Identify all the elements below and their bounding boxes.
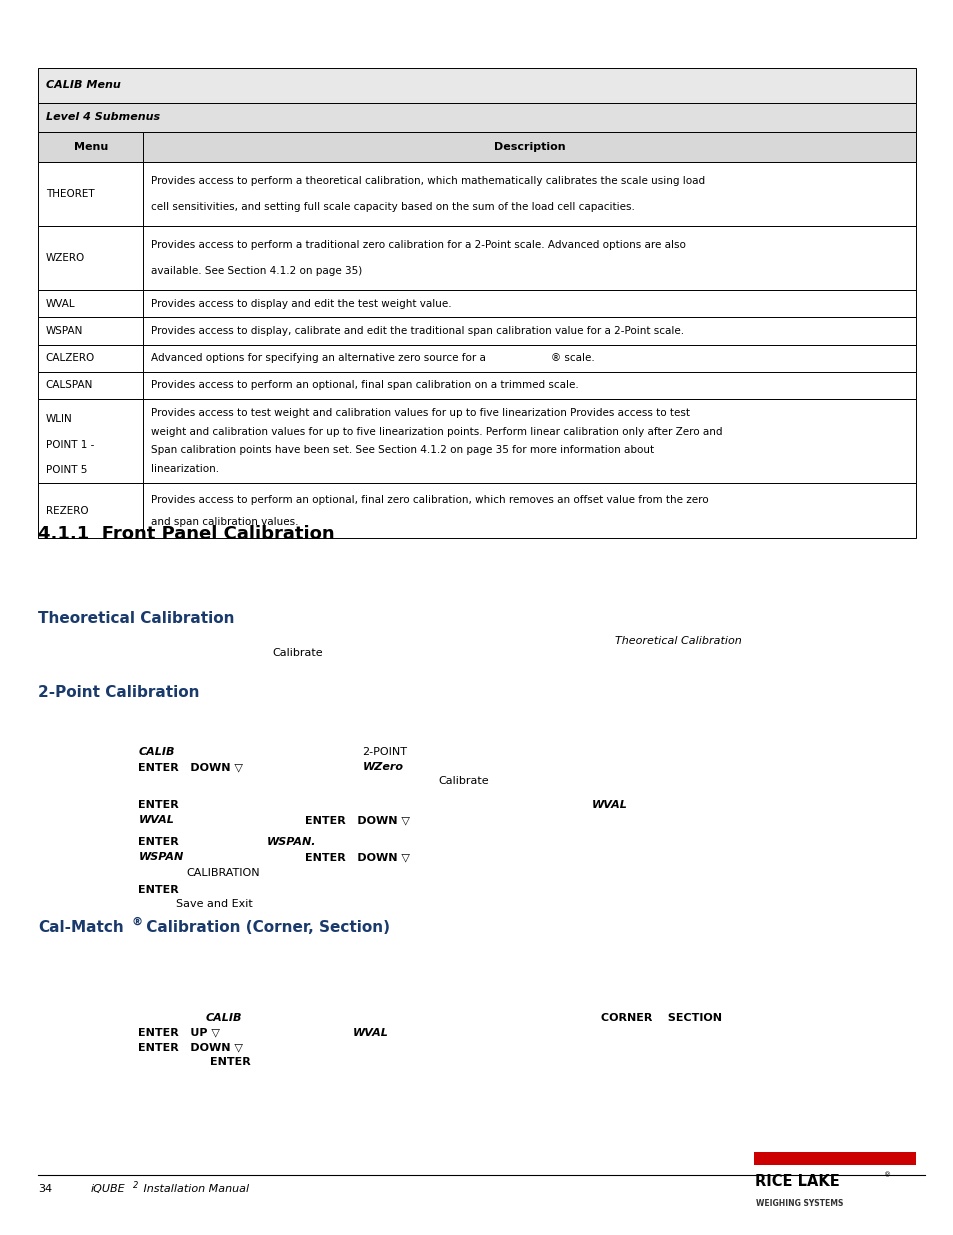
Text: Provides access to perform a traditional zero calibration for a 2-Point scale. A: Provides access to perform a traditional… — [151, 241, 685, 251]
Text: 2: 2 — [132, 1181, 138, 1189]
Text: POINT 1 -: POINT 1 - — [46, 440, 94, 450]
Text: Advanced options for specifying an alternative zero source for a                : Advanced options for specifying an alter… — [151, 353, 595, 363]
Bar — [38, 483, 143, 538]
Text: Description: Description — [494, 142, 565, 152]
Bar — [38, 290, 143, 317]
Text: CALIB: CALIB — [138, 747, 174, 757]
Text: ENTER: ENTER — [138, 837, 179, 847]
Text: 34: 34 — [38, 1184, 52, 1194]
Bar — [38, 132, 915, 162]
Bar — [38, 103, 915, 132]
Text: 2-POINT: 2-POINT — [362, 747, 407, 757]
Text: 4.1.1  Front Panel Calibration: 4.1.1 Front Panel Calibration — [38, 525, 335, 543]
Text: THEORET: THEORET — [46, 189, 94, 199]
Text: Calibrate: Calibrate — [438, 776, 489, 785]
Text: Installation Manual: Installation Manual — [140, 1184, 249, 1194]
Text: ENTER   UP ▽: ENTER UP ▽ — [138, 1028, 220, 1037]
Text: Span calibration points have been set. See Section 4.1.2 on page 35 for more inf: Span calibration points have been set. S… — [151, 446, 654, 456]
Text: POINT 5: POINT 5 — [46, 466, 87, 475]
Text: CALSPAN: CALSPAN — [46, 380, 93, 390]
Text: ®: ® — [883, 1172, 890, 1178]
Text: Cal-Match: Cal-Match — [38, 920, 124, 935]
Text: CALIBRATION: CALIBRATION — [186, 868, 259, 878]
Bar — [38, 68, 915, 103]
Bar — [143, 226, 915, 290]
Text: iQUBE: iQUBE — [91, 1184, 125, 1194]
Text: CORNER    SECTION: CORNER SECTION — [600, 1013, 721, 1023]
Text: Provides access to test weight and calibration values for up to five linearizati: Provides access to test weight and calib… — [151, 408, 689, 417]
Text: WLIN: WLIN — [46, 414, 72, 425]
Bar — [143, 345, 915, 372]
Bar — [38, 317, 143, 345]
Text: ENTER: ENTER — [138, 885, 179, 895]
Text: REZERO: REZERO — [46, 505, 89, 516]
Text: linearization.: linearization. — [151, 464, 219, 474]
Bar — [143, 372, 915, 399]
Bar — [38, 162, 143, 226]
Text: ENTER   DOWN ▽: ENTER DOWN ▽ — [305, 815, 410, 825]
Text: ENTER: ENTER — [210, 1057, 251, 1067]
Bar — [143, 399, 915, 483]
Text: Provides access to perform an optional, final span calibration on a trimmed scal: Provides access to perform an optional, … — [151, 380, 578, 390]
Text: ENTER   DOWN ▽: ENTER DOWN ▽ — [138, 1042, 243, 1052]
Text: Provides access to display and edit the test weight value.: Provides access to display and edit the … — [151, 299, 452, 309]
Text: WVAL: WVAL — [46, 299, 75, 309]
Text: WSPAN: WSPAN — [138, 852, 183, 862]
Text: Menu: Menu — [73, 142, 108, 152]
Text: ENTER   DOWN ▽: ENTER DOWN ▽ — [305, 852, 410, 862]
Bar — [143, 317, 915, 345]
Bar — [38, 132, 143, 162]
Text: Provides access to perform an optional, final zero calibration, which removes an: Provides access to perform an optional, … — [151, 494, 708, 505]
Text: WZero: WZero — [362, 762, 403, 772]
Text: weight and calibration values for up to five linearization points. Perform linea: weight and calibration values for up to … — [151, 426, 721, 436]
Text: Theoretical Calibration: Theoretical Calibration — [615, 636, 741, 646]
Text: CALIB Menu: CALIB Menu — [46, 80, 120, 90]
Text: 2-Point Calibration: 2-Point Calibration — [38, 685, 199, 700]
Bar — [38, 226, 143, 290]
Text: ®: ® — [132, 916, 143, 926]
Bar — [38, 372, 143, 399]
Text: WVAL: WVAL — [138, 815, 174, 825]
Text: WEIGHING SYSTEMS: WEIGHING SYSTEMS — [755, 1199, 842, 1208]
Text: ENTER   DOWN ▽: ENTER DOWN ▽ — [138, 762, 243, 772]
Text: WZERO: WZERO — [46, 253, 85, 263]
Text: Provides access to display, calibrate and edit the traditional span calibration : Provides access to display, calibrate an… — [151, 326, 683, 336]
Bar — [38, 345, 143, 372]
Text: and span calibration values.: and span calibration values. — [151, 516, 298, 527]
Text: WVAL: WVAL — [591, 800, 627, 810]
Text: Calibrate: Calibrate — [272, 648, 322, 658]
Text: available. See Section 4.1.2 on page 35): available. See Section 4.1.2 on page 35) — [151, 266, 362, 275]
Text: WSPAN.: WSPAN. — [267, 837, 316, 847]
Bar — [753, 1152, 915, 1165]
Bar — [38, 399, 143, 483]
Bar — [143, 162, 915, 226]
Text: ENTER: ENTER — [138, 800, 179, 810]
Bar — [143, 483, 915, 538]
Text: Theoretical Calibration: Theoretical Calibration — [38, 611, 234, 626]
Text: Level 4 Submenus: Level 4 Submenus — [46, 112, 160, 122]
Text: Calibration (Corner, Section): Calibration (Corner, Section) — [141, 920, 390, 935]
Text: Provides access to perform a theoretical calibration, which mathematically calib: Provides access to perform a theoretical… — [151, 177, 704, 186]
Bar — [143, 290, 915, 317]
Text: CALIB: CALIB — [205, 1013, 241, 1023]
Text: RICE LAKE: RICE LAKE — [754, 1174, 839, 1189]
Text: Save and Exit: Save and Exit — [176, 899, 253, 909]
Text: WSPAN: WSPAN — [46, 326, 83, 336]
Text: CALZERO: CALZERO — [46, 353, 95, 363]
Text: cell sensitivities, and setting full scale capacity based on the sum of the load: cell sensitivities, and setting full sca… — [151, 201, 635, 211]
Text: WVAL: WVAL — [353, 1028, 389, 1037]
